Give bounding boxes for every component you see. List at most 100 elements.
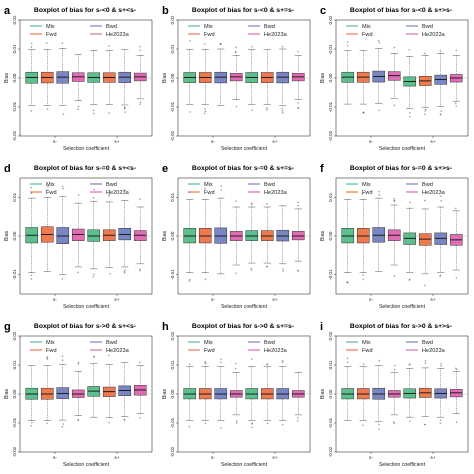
box-s--fwd	[40, 42, 54, 110]
outlier-point	[378, 194, 381, 196]
outlier-point	[30, 110, 32, 112]
outlier-point	[108, 421, 110, 424]
outlier-point	[393, 422, 396, 425]
x-axis-label: Selection coefficient	[221, 146, 268, 152]
box-s+-fwd	[102, 354, 116, 424]
outlier-point	[250, 358, 253, 360]
box-s+-mix	[87, 188, 101, 278]
outlier-point	[235, 272, 237, 274]
y-tick-label: 0.01	[170, 192, 175, 201]
box-s+-fwd	[418, 360, 432, 426]
outlier-point	[251, 46, 253, 48]
box-s--bwd	[56, 355, 70, 428]
box-s+-he2023a	[449, 49, 463, 107]
outlier-point	[282, 268, 284, 270]
box-s--bwd	[214, 358, 228, 429]
panel-letter: a	[4, 5, 11, 17]
x-group-label: s-	[369, 298, 373, 303]
outlier-point	[408, 279, 411, 281]
panel-letter: d	[4, 163, 11, 175]
legend-label-bwd: Bwd	[264, 182, 275, 188]
outlier-point	[46, 422, 48, 425]
outlier-point	[440, 195, 442, 198]
outlier-point	[46, 356, 48, 358]
outlier-point	[204, 187, 206, 190]
outlier-point	[439, 113, 442, 115]
legend-label-bwd: Bwd	[422, 24, 433, 30]
outlier-point	[30, 42, 33, 45]
outlier-point	[266, 203, 268, 205]
outlier-point	[297, 50, 299, 53]
outlier-point	[46, 108, 49, 110]
x-group-label: s-	[369, 456, 373, 461]
x-group-label: s-	[211, 140, 215, 145]
x-group-label: s-	[53, 298, 57, 303]
box-s--mix	[341, 357, 355, 421]
outlier-point	[362, 363, 365, 365]
outlier-point	[266, 107, 268, 109]
x-axis-label: Selection coefficient	[221, 462, 268, 468]
box-s+-mix	[245, 202, 259, 271]
outlier-point	[347, 41, 349, 43]
outlier-point	[250, 267, 252, 270]
panel-title: Boxplot of bias for s-=0 & s+<s-	[34, 165, 136, 172]
outlier-point	[409, 201, 411, 204]
legend-label-bwd: Bwd	[106, 340, 117, 346]
outlier-point	[362, 278, 365, 281]
outlier-point	[77, 361, 80, 364]
y-tick-label: 0.00	[328, 231, 333, 240]
box-s--bwd	[214, 43, 228, 106]
outlier-point	[220, 189, 222, 192]
outlier-point	[139, 45, 141, 48]
box-s--mix	[25, 365, 39, 427]
box-s--mix	[341, 199, 355, 284]
outlier-point	[362, 424, 364, 427]
legend-label-bwd: Bwd	[264, 340, 275, 346]
legend-label-fwd: Fwd	[204, 348, 215, 354]
box-s+-fwd	[102, 189, 116, 275]
outlier-point	[220, 185, 222, 187]
box-s--fwd	[356, 363, 370, 427]
box-s--mix	[25, 42, 39, 112]
outlier-point	[424, 52, 426, 55]
outlier-point	[30, 278, 33, 280]
outlier-point	[30, 186, 32, 189]
outlier-point	[297, 417, 299, 419]
outlier-point	[235, 422, 238, 424]
outlier-point	[30, 192, 33, 194]
outlier-point	[234, 51, 237, 54]
outlier-point	[282, 359, 284, 362]
panel-title: Boxplot of bias for s-<0 & s+=s-	[192, 7, 294, 14]
outlier-point	[123, 271, 126, 274]
y-tick-label: -0.01	[328, 269, 333, 280]
outlier-point	[378, 428, 380, 430]
outlier-point	[235, 200, 237, 202]
y-tick-label: 0.00	[170, 389, 175, 398]
outlier-point	[188, 425, 191, 428]
legend-label-bwd: Bwd	[106, 24, 117, 30]
y-tick-label: 0.00	[170, 73, 175, 82]
outlier-point	[139, 49, 141, 52]
x-group-label: s+	[272, 298, 277, 303]
outlier-point	[362, 112, 365, 114]
outlier-point	[204, 422, 207, 425]
box-s+-mix	[87, 50, 101, 115]
legend-label-mix: Mix	[46, 182, 55, 188]
outlier-point	[204, 108, 206, 110]
outlier-point	[220, 358, 222, 360]
box-s--he2023a	[229, 200, 243, 274]
outlier-point	[281, 423, 284, 426]
outlier-point	[124, 269, 126, 271]
box-s+-he2023a	[291, 50, 305, 109]
box-s+-he2023a	[449, 207, 463, 279]
outlier-point	[108, 189, 110, 192]
outlier-point	[440, 419, 442, 421]
box-s+-fwd	[260, 49, 274, 111]
legend-label-mix: Mix	[46, 24, 55, 30]
outlier-point	[408, 112, 411, 114]
outlier-point	[440, 200, 442, 202]
x-group-label: s+	[114, 456, 119, 461]
box-s+-mix	[87, 355, 101, 418]
y-axis-label: Bias	[320, 231, 326, 241]
